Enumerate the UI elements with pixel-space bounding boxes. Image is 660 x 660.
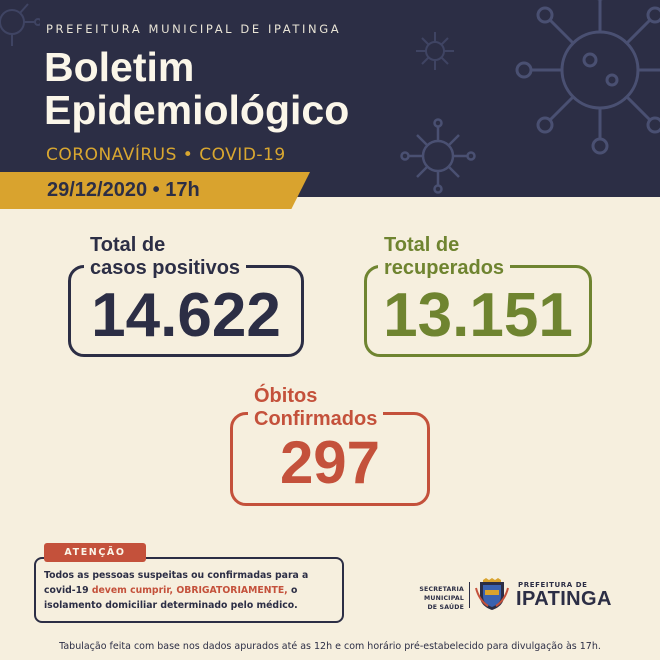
attention-text: Todos as pessoas suspeitas ou confirmada…	[44, 568, 340, 613]
footnote: Tabulação feita com base nos dados apura…	[59, 641, 601, 652]
positive-cases-label-line2: casos positivos	[90, 257, 241, 279]
positive-cases-label-line1: Total de	[90, 234, 166, 256]
secretaria-line1: SECRETARIA MUNICIPAL	[419, 586, 464, 602]
coronavirus-icon	[400, 118, 476, 194]
recovered-label: Total de recuperados	[378, 234, 511, 280]
title-line-2: Epidemiológico	[44, 87, 350, 133]
attention-tag: ATENÇÃO	[44, 543, 146, 562]
bulletin-date: 29/12/2020 • 17h	[47, 179, 200, 201]
secretaria-saude-logo: SECRETARIA MUNICIPAL DE SAÚDE	[384, 585, 464, 612]
coronavirus-icon	[0, 3, 40, 46]
header-banner: PREFEITURA MUNICIPAL DE IPATINGA Boletim…	[0, 0, 660, 197]
attention-text-highlight: devem cumprir, OBRIGATORIAMENTE,	[91, 585, 288, 596]
coronavirus-icon	[416, 32, 454, 70]
deaths-label-line2: Confirmados	[254, 408, 378, 430]
deaths-label: Óbitos Confirmados	[248, 385, 384, 431]
prefeitura-logo-small: PREFEITURA DE	[518, 581, 588, 589]
positive-cases-label: Total de casos positivos	[84, 234, 247, 280]
coronavirus-icon	[515, 0, 660, 155]
deaths-value: 297	[279, 429, 381, 496]
recovered-label-line2: recuperados	[384, 257, 505, 279]
positive-cases-value: 14.622	[91, 281, 281, 350]
recovered-value: 13.151	[383, 281, 573, 350]
recovered-label-line1: Total de	[384, 234, 460, 256]
header-kicker: PREFEITURA MUNICIPAL DE IPATINGA	[46, 22, 342, 36]
page-title: Boletim Epidemiológico	[44, 46, 349, 132]
prefeitura-logo-big: IPATINGA	[516, 588, 612, 610]
deaths-label-line1: Óbitos	[254, 385, 318, 407]
date-banner	[0, 172, 310, 209]
secretaria-line2: DE SAÚDE	[427, 604, 464, 611]
attention-box	[34, 557, 344, 623]
attention-text-part1: Todos as pessoas suspeitas ou confirmada…	[44, 570, 309, 596]
attention-text-part2: o isolamento domiciliar determinado pelo…	[44, 585, 298, 611]
municipal-crest-icon	[475, 578, 509, 610]
title-line-1: Boletim	[44, 44, 195, 90]
logo-divider	[469, 582, 470, 608]
page-subtitle: CORONAVÍRUS • COVID-19	[46, 145, 286, 165]
